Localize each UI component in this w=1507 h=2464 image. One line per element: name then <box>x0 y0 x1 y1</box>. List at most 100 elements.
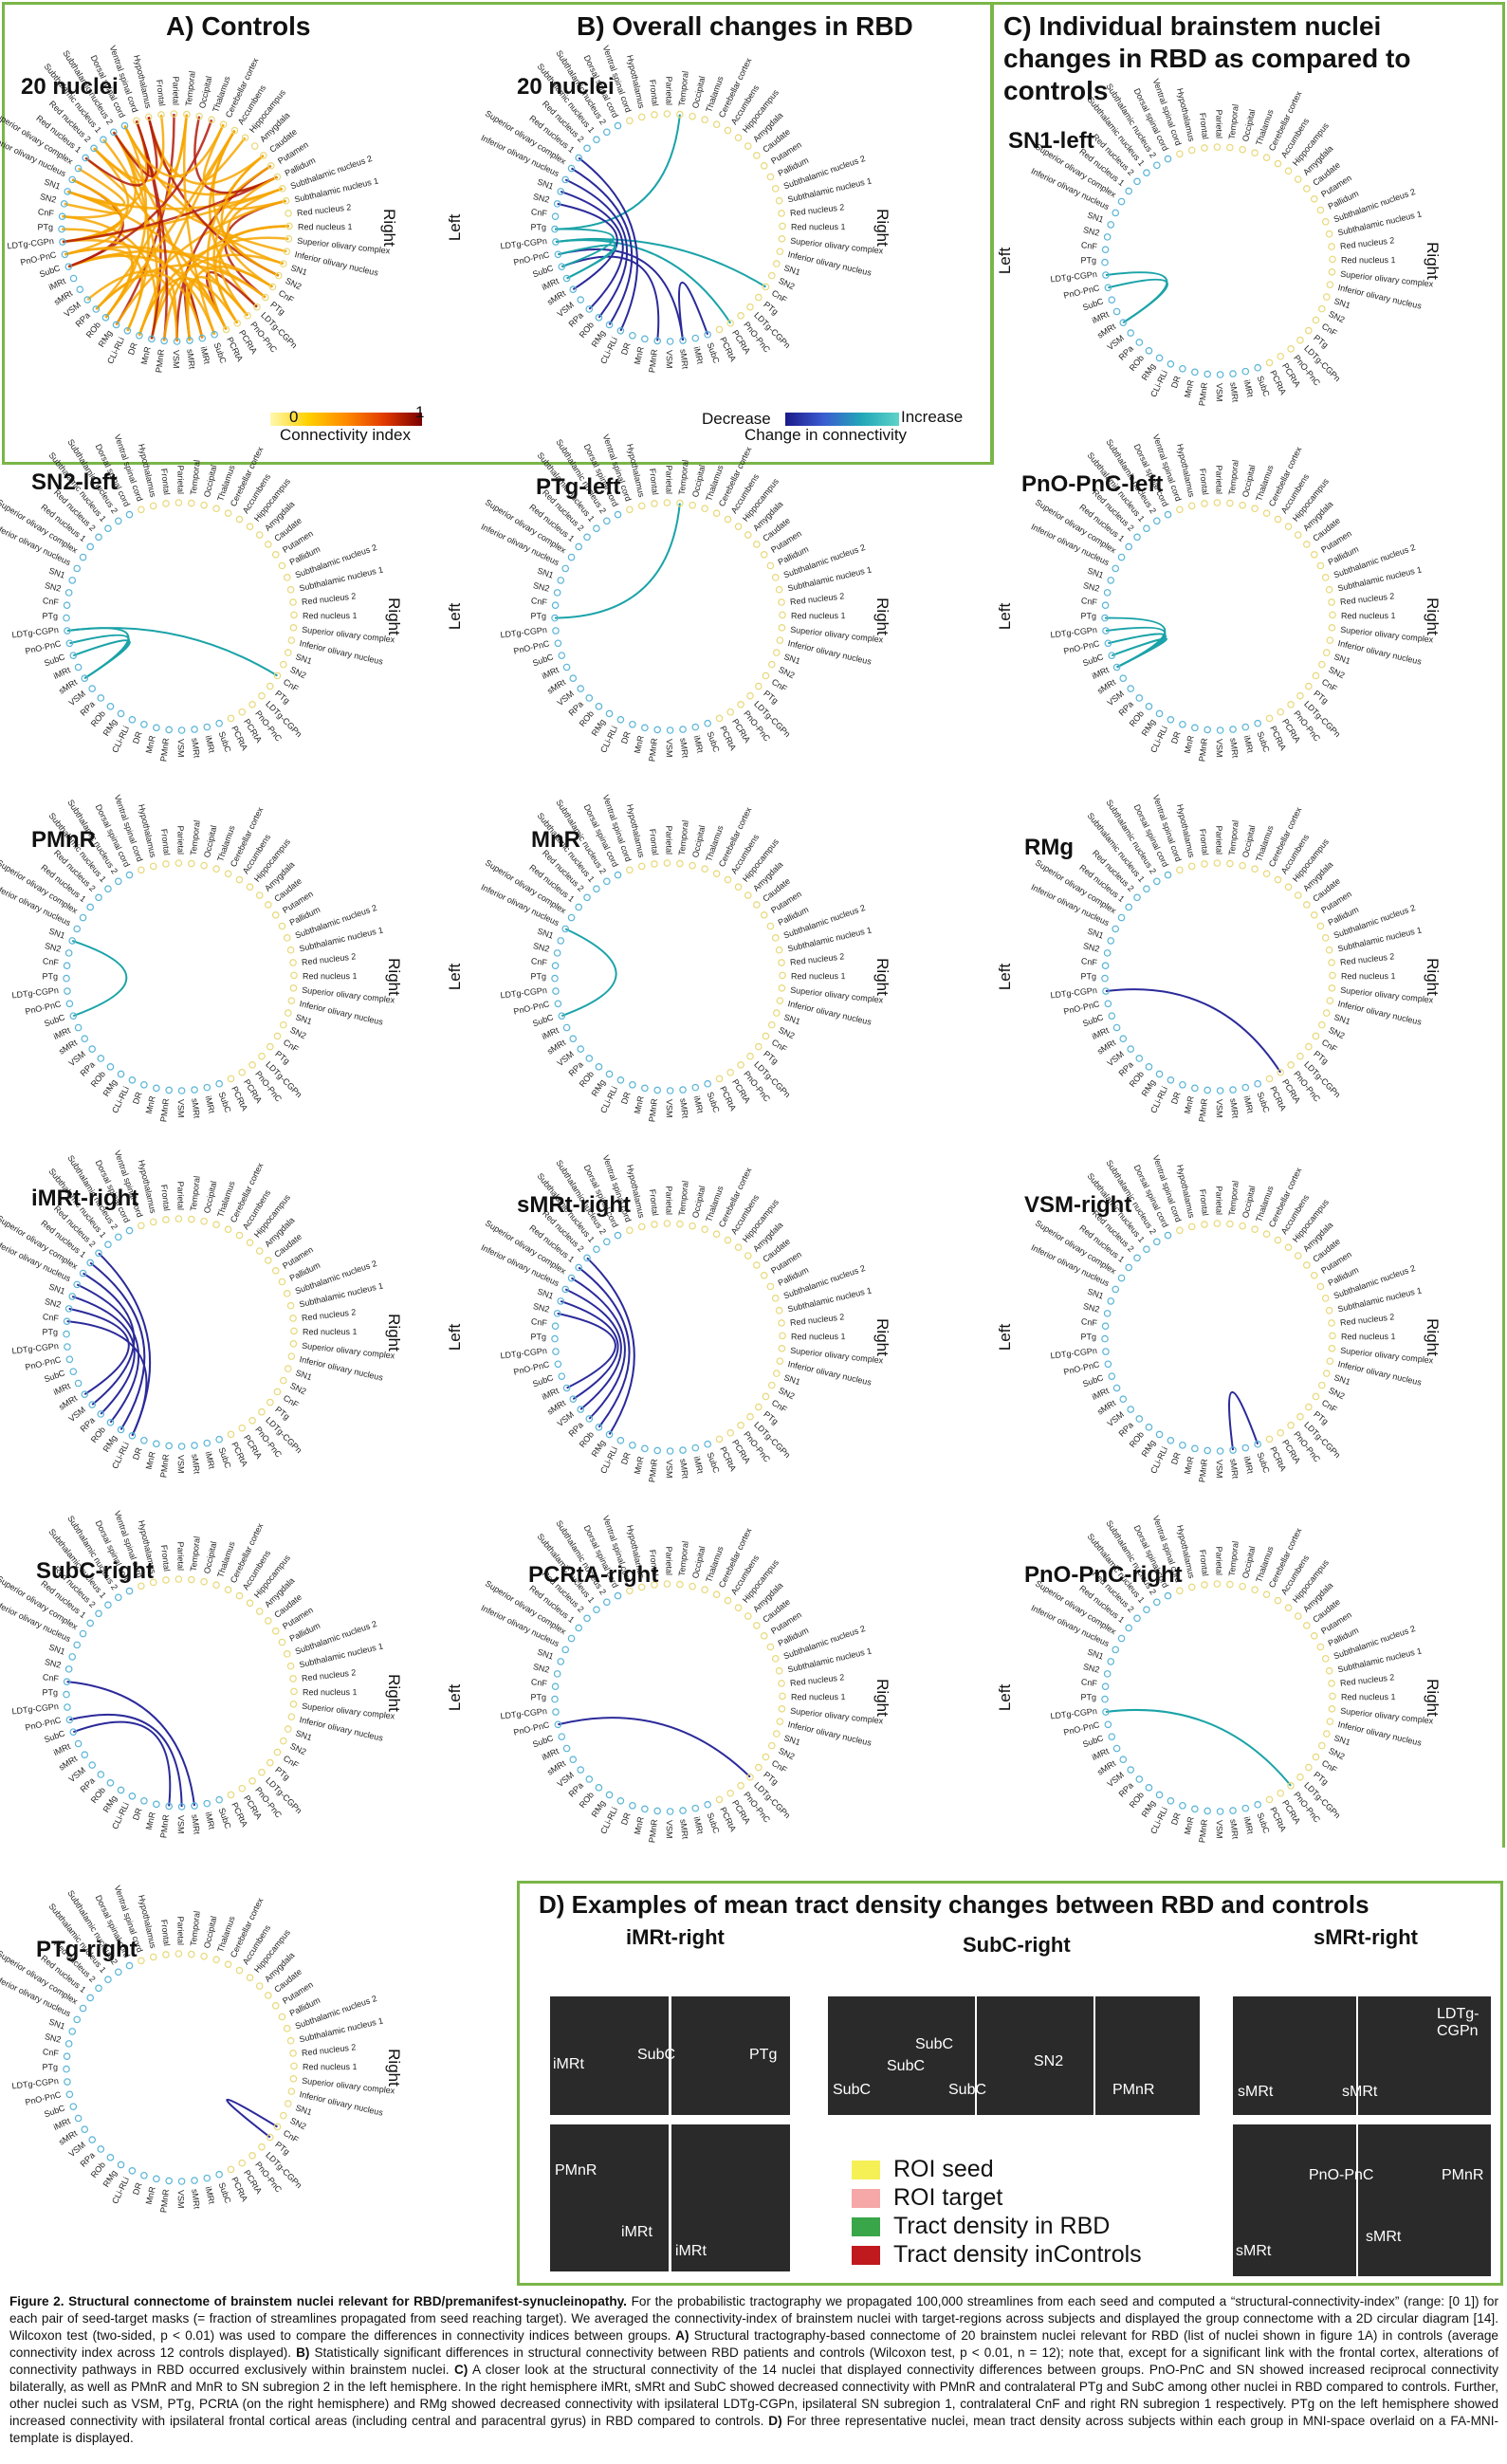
node-marker <box>65 590 71 596</box>
region-label: Frontal <box>1198 1188 1210 1216</box>
region-label: SN2 <box>1327 309 1346 325</box>
region-label: DR <box>131 1445 144 1461</box>
region-label: LDTg-CGPn <box>500 625 547 640</box>
caption-head: Figure 2. Structural connectome of brain… <box>9 2294 627 2308</box>
region-label: PTg <box>37 223 53 232</box>
region-label: Temporal <box>677 819 690 855</box>
node-marker <box>141 2173 147 2179</box>
slice-roi-tag: PTg <box>749 2047 777 2064</box>
node-marker <box>1227 144 1233 150</box>
node-marker <box>664 860 670 866</box>
node-marker <box>576 904 581 910</box>
region-label: Frontal <box>159 828 172 855</box>
node-marker <box>274 672 280 678</box>
region-label: sMRt <box>190 1098 201 1119</box>
node-marker <box>1326 587 1332 593</box>
region-label: VSM <box>1215 383 1224 402</box>
node-marker <box>756 1764 762 1770</box>
node-marker <box>1326 947 1332 953</box>
legend-swatch <box>852 2246 880 2265</box>
region-label: CnF <box>770 288 789 305</box>
region-label: SubC <box>43 1728 66 1744</box>
node-marker <box>716 715 722 721</box>
node-marker <box>189 1951 194 1957</box>
node-marker <box>1329 1681 1334 1686</box>
node-marker <box>680 1808 686 1813</box>
node-marker <box>639 114 645 120</box>
region-label: SubC <box>1256 1811 1272 1835</box>
region-label: MnR <box>144 1450 157 1470</box>
region-label: Red nucleus 2 <box>302 591 357 606</box>
node-marker <box>1266 1076 1272 1081</box>
slice-roi-tag: SubC <box>833 2082 871 2099</box>
slice-roi-tag: SubC <box>948 2082 986 2099</box>
right-hemisphere-label: Right <box>385 958 403 996</box>
region-label: PTg <box>530 612 546 621</box>
node-marker <box>1128 686 1133 691</box>
node-marker <box>178 1443 184 1449</box>
node-marker <box>1214 1581 1220 1587</box>
node-marker <box>257 1609 263 1614</box>
node-marker <box>1192 725 1198 730</box>
region-label: sMRt <box>678 1098 689 1119</box>
region-label: VSM <box>1215 739 1224 758</box>
node-marker <box>705 1442 710 1447</box>
node-marker <box>1240 502 1245 507</box>
node-marker <box>570 1396 576 1402</box>
node-marker <box>1136 1776 1142 1782</box>
node-marker <box>1105 1721 1111 1727</box>
region-label: SubC <box>1081 1372 1105 1388</box>
node-marker <box>1180 1443 1185 1448</box>
region-label: DR <box>1169 1090 1183 1105</box>
node-marker <box>1112 1286 1118 1292</box>
node-marker <box>1288 702 1294 708</box>
region-label: VSM <box>1215 1820 1224 1839</box>
region-label: Red nucleus 1 <box>1341 1692 1396 1701</box>
region-label: Temporal <box>189 819 202 855</box>
region-label: PMnR <box>158 2188 171 2213</box>
node-marker <box>89 1762 95 1768</box>
node-marker <box>141 1438 147 1443</box>
node-marker <box>1324 294 1330 300</box>
right-hemisphere-label: Right <box>1424 958 1442 996</box>
node-marker <box>1128 1407 1133 1412</box>
region-label: PTg <box>42 2063 58 2072</box>
node-marker <box>780 1333 785 1338</box>
node-marker <box>1146 1425 1151 1430</box>
region-label: VSM <box>665 350 674 369</box>
node-marker <box>627 506 633 512</box>
region-label: Red nucleus 2 <box>297 202 352 217</box>
node-marker <box>1120 1396 1126 1402</box>
region-label: Occipital <box>202 1180 218 1214</box>
region-label: Inferior olivary nucleus <box>1337 638 1424 667</box>
region-label: Temporal <box>1227 103 1241 139</box>
region-label: SN2 <box>1327 1746 1346 1762</box>
node-marker <box>769 661 775 667</box>
region-label: CnF <box>770 1398 789 1415</box>
node-marker <box>1202 861 1207 867</box>
node-marker <box>138 1223 144 1228</box>
region-label: Inferior olivary nucleus <box>787 999 873 1027</box>
node-marker <box>1327 998 1332 1003</box>
node-marker <box>779 960 784 965</box>
node-marker <box>1112 565 1118 571</box>
node-marker <box>1104 234 1110 240</box>
node-marker <box>1230 1808 1236 1813</box>
node-marker <box>274 1033 280 1039</box>
node-marker <box>1118 914 1124 920</box>
node-marker <box>273 552 279 558</box>
node-marker <box>64 2066 69 2071</box>
region-label: SubC <box>1256 1451 1272 1475</box>
node-marker <box>1296 1613 1301 1619</box>
node-marker <box>1304 902 1310 908</box>
node-marker <box>606 1431 612 1437</box>
region-label: iMRt <box>1242 378 1256 398</box>
node-marker <box>178 1088 184 1094</box>
node-marker <box>64 1344 70 1350</box>
node-marker <box>163 501 169 506</box>
node-marker <box>617 1438 623 1443</box>
region-label: RMg <box>1140 1438 1158 1458</box>
region-label: Red nucleus 1 <box>303 1687 358 1697</box>
region-label: SN1 <box>1332 296 1351 310</box>
node-marker <box>116 878 121 884</box>
